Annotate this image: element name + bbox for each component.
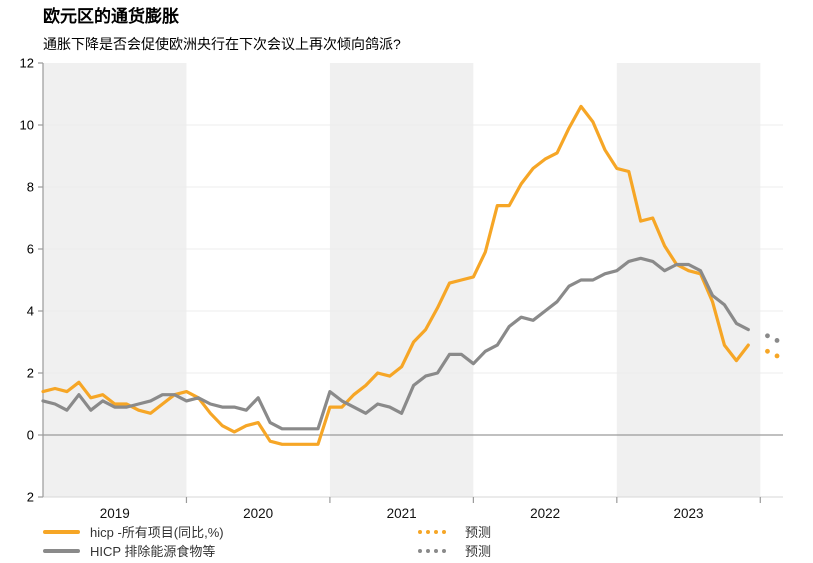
x-tick-label: 2020 xyxy=(243,506,273,521)
legend-item-headline-hicp: hicp -所有项目(同比,%) xyxy=(43,522,224,541)
legend-dot xyxy=(418,529,422,534)
y-tick-label: 2 xyxy=(27,490,34,505)
y-tick-label: 12 xyxy=(20,56,34,71)
legend-label-core-hicp: HICP 排除能源食物等 xyxy=(90,544,216,559)
forecast-dotted-swatch-orange xyxy=(418,529,455,534)
y-tick-label: 10 xyxy=(20,118,34,133)
y-tick-label: 2 xyxy=(27,366,34,381)
x-tick-label: 2019 xyxy=(100,506,130,521)
legend-item-forecast-headline: 预测 xyxy=(418,522,491,541)
legend-dot xyxy=(434,529,438,534)
legend-item-forecast-core: 预测 xyxy=(418,541,491,560)
x-tick-label: 2021 xyxy=(387,506,417,521)
legend-dot xyxy=(442,529,446,534)
headline-hicp-line-swatch xyxy=(43,529,80,534)
legend-label-forecast-headline: 预测 xyxy=(465,525,492,540)
chart-header: 欧元区的通货膨胀 通胀下降是否会促使欧洲央行在下次会议上再次倾向鸽派? xyxy=(43,6,401,53)
y-tick-label: 8 xyxy=(27,180,34,195)
headline-hicp-line xyxy=(41,104,750,446)
legend-dot xyxy=(426,529,430,534)
legend-series: hicp -所有项目(同比,%) HICP 排除能源食物等 xyxy=(43,522,224,560)
legend-dot xyxy=(434,548,438,553)
page-subtitle: 通胀下降是否会促使欧洲央行在下次会议上再次倾向鸽派? xyxy=(43,36,401,52)
forecast-dot xyxy=(774,353,780,359)
forecast-dot xyxy=(765,348,770,354)
x-tick-label: 2023 xyxy=(674,506,704,521)
year-band xyxy=(43,63,187,497)
legend-dot xyxy=(426,548,430,553)
core-hicp-line xyxy=(41,256,750,431)
y-tick-label: 4 xyxy=(27,304,34,319)
page-title: 欧元区的通货膨胀 xyxy=(43,7,179,26)
y-tick-label: 6 xyxy=(27,242,34,257)
legend-label-headline-hicp: hicp -所有项目(同比,%) xyxy=(90,525,224,540)
forecast-dotted-swatch-gray xyxy=(418,548,455,553)
legend-dot xyxy=(418,548,422,553)
legend-forecast: 预测 预测 xyxy=(418,522,491,560)
legend-item-core-hicp: HICP 排除能源食物等 xyxy=(43,541,224,560)
year-band xyxy=(616,63,761,497)
forecast-dot xyxy=(774,338,780,343)
x-tick-label: 2022 xyxy=(530,506,560,521)
legend-label-forecast-core: 预测 xyxy=(465,544,492,559)
core-hicp-line-swatch xyxy=(43,548,80,553)
year-band xyxy=(329,63,474,497)
legend-dot xyxy=(442,548,446,553)
forecast-dot xyxy=(765,333,770,339)
y-tick-label: 0 xyxy=(27,428,34,443)
